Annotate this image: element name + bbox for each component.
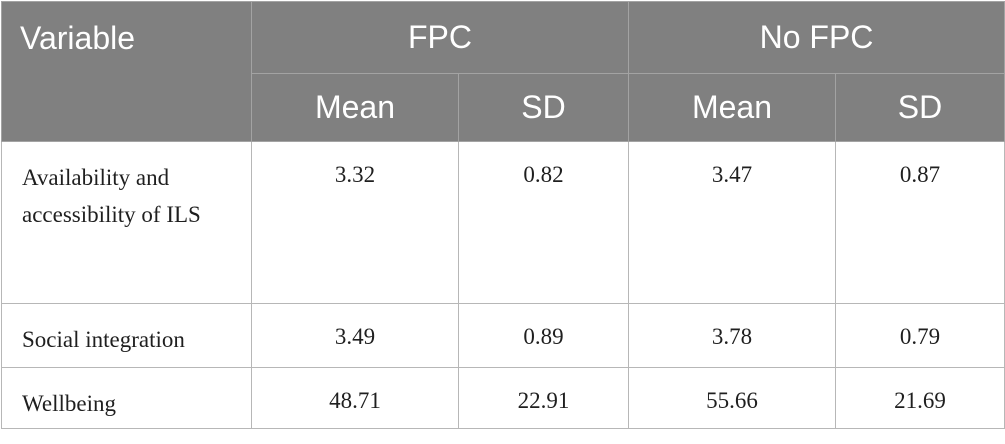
fpc-sd-header: SD <box>458 73 629 142</box>
no-fpc-sd-header: SD <box>834 73 1005 142</box>
row-variable-label: Wellbeing <box>1 367 252 429</box>
no-fpc-sd-cell: 0.79 <box>834 303 1005 368</box>
no-fpc-sd-cell: 0.87 <box>834 141 1005 304</box>
no-fpc-group-header: No FPC <box>627 1 1005 74</box>
fpc-mean-cell: 3.32 <box>251 141 459 304</box>
fpc-group-header: FPC <box>251 1 629 74</box>
row-variable-label: Availability and accessibility of ILS <box>1 141 252 304</box>
table-body: Availability and accessibility of ILS 3.… <box>1 141 1005 429</box>
fpc-mean-cell: 48.71 <box>251 367 459 429</box>
table-header: Variable FPC No FPC Mean SD Mean SD <box>1 1 1005 142</box>
no-fpc-mean-cell: 3.78 <box>628 303 836 368</box>
no-fpc-sd-cell: 21.69 <box>834 367 1005 429</box>
fpc-mean-cell: 3.49 <box>251 303 459 368</box>
fpc-sd-cell: 0.89 <box>458 303 629 368</box>
variable-column-header: Variable <box>1 1 252 142</box>
row-variable-label: Social integration <box>1 303 252 368</box>
fpc-mean-header: Mean <box>251 73 459 142</box>
header-row-stats: Mean SD Mean SD <box>2 73 1005 142</box>
no-fpc-mean-cell: 55.66 <box>628 367 836 429</box>
table-row: Wellbeing 48.71 22.91 55.66 21.69 <box>1 367 1005 429</box>
table-row: Availability and accessibility of ILS 3.… <box>1 141 1005 304</box>
no-fpc-mean-cell: 3.47 <box>628 141 836 304</box>
header-row-groups: Variable FPC No FPC <box>1 1 1005 142</box>
fpc-sd-cell: 0.82 <box>458 141 629 304</box>
fpc-sd-cell: 22.91 <box>458 367 629 429</box>
table-row: Social integration 3.49 0.89 3.78 0.79 <box>1 303 1005 368</box>
statistics-table: Variable FPC No FPC Mean SD Mean SD Avai… <box>1 1 1005 429</box>
no-fpc-mean-header: Mean <box>628 73 836 142</box>
